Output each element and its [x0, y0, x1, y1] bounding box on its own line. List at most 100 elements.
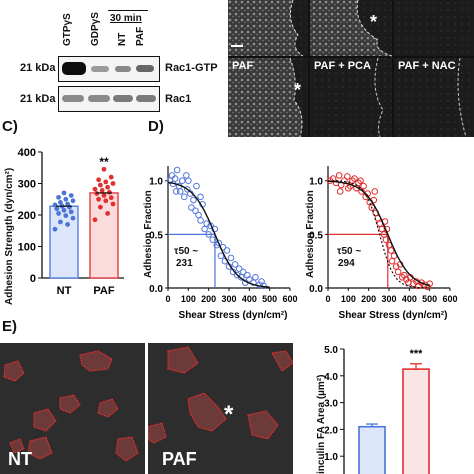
- d-left-point-38: [239, 268, 247, 276]
- d-left-tau: τ50 ~: [174, 246, 199, 257]
- c-point-PAF-4: [103, 198, 109, 204]
- micro-label-paf: PAF: [232, 60, 254, 72]
- d-right-point-3: [335, 172, 343, 179]
- d-left-ytick-label-1: 0.5: [149, 230, 163, 241]
- header-underline: [108, 10, 148, 11]
- d-left-point-7: [178, 177, 186, 185]
- c-ytick-label-3: 300: [18, 179, 36, 191]
- d-left-xtick-label-3: 300: [221, 294, 236, 304]
- image-label-nt: NT: [8, 449, 32, 469]
- panel-label-d: D): [148, 118, 164, 135]
- e-significance: ***: [410, 348, 424, 360]
- chart-d-right: 0.0 0.5 1.0 0 100 200 300 400 500 600 Shear Stress…: [309, 166, 458, 321]
- d-right-ytick-label-2: 1.0: [309, 177, 323, 188]
- micro-paf-pca: [310, 58, 392, 137]
- c-point-NT-5: [56, 211, 61, 216]
- e-bar-PAF: [402, 368, 430, 474]
- row-name-2: Rac1: [165, 93, 192, 105]
- micro-asterisk-paf: *: [294, 80, 302, 100]
- d-right-fit-ref: [328, 180, 430, 289]
- image-paf-svg: [148, 343, 293, 474]
- c-point-NT-17: [68, 193, 74, 198]
- c-point-NT-2: [58, 219, 63, 225]
- d-right-point-43: [424, 283, 431, 291]
- treatment-header: 30 min: [110, 13, 142, 24]
- c-point-NT-0: [52, 226, 58, 232]
- c-point-NT-6: [68, 209, 74, 215]
- d-right-ytick-label-0: 0.0: [309, 284, 323, 295]
- e-ytick-label-4: 5.0: [324, 345, 338, 356]
- e-ytick-label-3: 4.0: [324, 372, 338, 383]
- d-right-point-45: [336, 188, 344, 195]
- e-bar-NT: [358, 425, 386, 474]
- lane-label-gdp: GDPγS: [90, 12, 101, 46]
- dashed-border-a: [289, 0, 304, 57]
- d-left-point-30: [223, 247, 231, 254]
- image-paf: * PAF: [148, 343, 293, 474]
- image-nt: NT: [0, 343, 145, 474]
- panel-label-e: E): [2, 318, 17, 335]
- d-left-ytick-label-2: 1.0: [149, 177, 163, 188]
- d-right-xtick-label-3: 300: [381, 294, 396, 304]
- micro-label-paf-nac: PAF + NAC: [398, 60, 456, 72]
- d-right-xlabel: Shear Stress (dyn/cm²): [339, 310, 448, 321]
- d-right-fit: [328, 180, 430, 287]
- d-left-ylabel: Adhesion Fraction: [143, 190, 154, 278]
- d-left-point-41: [246, 276, 253, 283]
- lane-label-nt: NT: [117, 32, 128, 46]
- image-asterisk-paf: *: [224, 401, 234, 428]
- d-right-point-44: [426, 280, 433, 288]
- band-gtp-2: [62, 95, 84, 102]
- c-point-NT-18: [61, 190, 67, 196]
- c-point-NT-7: [61, 207, 67, 213]
- d-left-point-27: [217, 252, 225, 260]
- c-point-PAF-7: [101, 193, 107, 198]
- d-left-point-14: [192, 207, 199, 215]
- micro-top-c: [394, 0, 474, 56]
- band-gdp-1: [91, 66, 109, 72]
- d-right-point-9: [351, 175, 358, 182]
- lane-label-paf: PAF: [135, 26, 146, 46]
- c-point-PAF-5: [96, 196, 101, 202]
- c-point-PAF-2: [98, 204, 103, 210]
- e-ytick-label-1: 2.0: [324, 425, 338, 436]
- band-gdp-2: [88, 95, 110, 102]
- d-left-xtick-label-0: 0: [165, 294, 170, 304]
- dark-region-paf: [290, 58, 308, 137]
- row-name-1: Rac1-GTP: [165, 62, 218, 74]
- image-label-paf: PAF: [162, 449, 197, 469]
- kda-label-1: 21 kDa: [20, 62, 56, 74]
- c-point-NT-1: [65, 222, 70, 227]
- d-left-point-32: [227, 254, 235, 262]
- c-point-PAF-13: [98, 182, 103, 188]
- c-ytick-label-2: 200: [18, 210, 36, 222]
- d-right-xtick-label-5: 500: [422, 294, 437, 304]
- d-left-point-21: [205, 231, 212, 238]
- lane-label-gtp: GTPγS: [62, 13, 73, 46]
- e-ytick-label-2: 3.0: [324, 399, 338, 410]
- band-gtp-1: [62, 62, 86, 75]
- c-point-PAF-0: [92, 217, 98, 223]
- d-left-point-3: [171, 175, 179, 182]
- d-left-point-34: [231, 261, 239, 268]
- d-left-point-47: [172, 188, 180, 195]
- d-left-point-48: [185, 177, 192, 185]
- d-left-xtick-label-6: 600: [282, 294, 297, 304]
- d-right-ylabel: Adhesion Fraction: [305, 190, 316, 278]
- c-significance: **: [99, 155, 109, 169]
- c-point-NT-14: [70, 198, 76, 204]
- d-right-point-28: [388, 257, 396, 265]
- d-left-point-8: [180, 193, 188, 201]
- d-right-point-48: [371, 188, 379, 195]
- chart-e: 1.0 2.0 3.0 4.0 5.0 ***: [324, 345, 430, 474]
- d-left-point-19: [201, 225, 208, 233]
- image-nt-svg: [0, 343, 145, 474]
- panel-label-c: C): [2, 118, 18, 135]
- c-point-PAF-8: [94, 191, 100, 196]
- d-left-point-16: [195, 211, 202, 219]
- d-right-point-31: [394, 268, 402, 276]
- scale-bar: [231, 45, 243, 47]
- c-ytick-label-1: 100: [18, 242, 36, 254]
- c-point-NT-13: [58, 200, 63, 205]
- d-right-tau-val: 294: [338, 258, 355, 269]
